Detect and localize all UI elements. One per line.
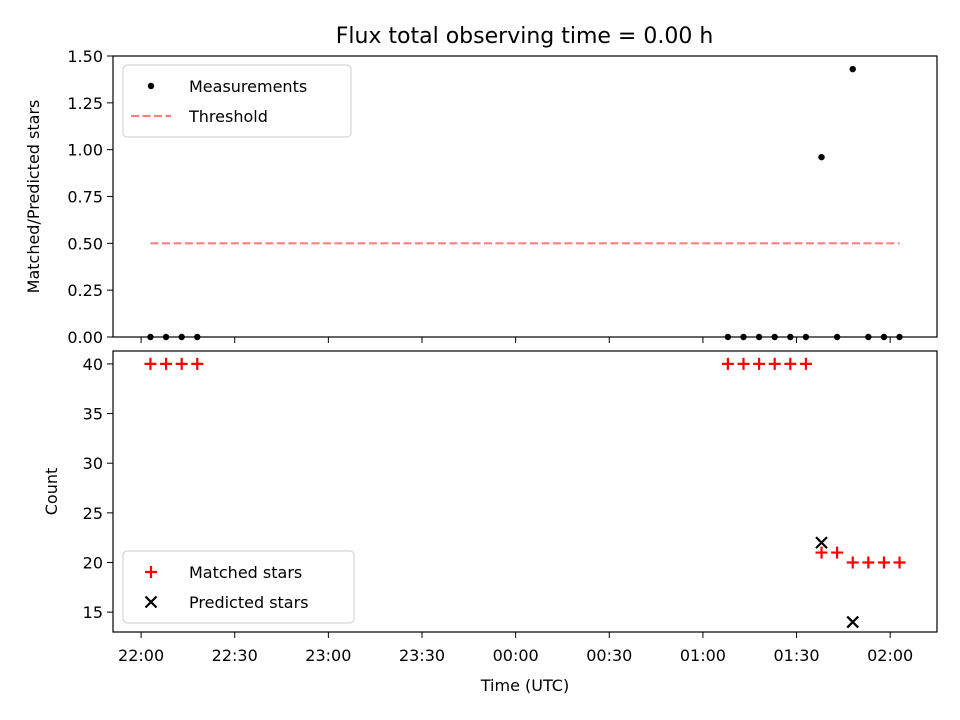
legend-label: Threshold — [188, 107, 268, 126]
y-tick-label: 1.00 — [67, 141, 103, 160]
legend-label: Matched stars — [189, 563, 302, 582]
figure-title: Flux total observing time = 0.00 h — [336, 24, 714, 49]
y-tick-label: 0.25 — [67, 281, 103, 300]
counts-panel: 15 20 25 30 35 40 22:00 22:30 23:00 23:30 00:00 00:… — [42, 350, 938, 695]
y-tick-label: 1.50 — [67, 47, 103, 66]
legend: Measurements Threshold — [122, 64, 352, 138]
y-tick-label: 1.25 — [67, 94, 103, 113]
y-tick-label: 30 — [83, 454, 103, 473]
legend-predicted-swatch — [144, 595, 158, 609]
matched-stars-point — [799, 357, 812, 370]
matched-stars-point — [893, 556, 906, 569]
y-tick-label: 0.75 — [67, 188, 103, 207]
plot-frame — [112, 350, 938, 633]
legend: Matched stars Predicted stars — [122, 550, 355, 624]
matched-stars-point — [721, 357, 734, 370]
predicted-stars-point — [846, 615, 860, 629]
x-axis-label: Time (UTC) — [480, 676, 569, 695]
matched-stars-point — [191, 357, 204, 370]
matched-stars-point — [768, 357, 781, 370]
matched-stars-point — [831, 546, 844, 559]
y-tick-label: 20 — [83, 553, 103, 572]
legend-box — [122, 550, 355, 624]
matched-stars-point — [753, 357, 766, 370]
legend-matched-swatch — [145, 566, 157, 578]
x-tick-label: 01:30 — [773, 646, 819, 665]
measurement-point — [849, 65, 856, 73]
matched-stars-point — [862, 556, 875, 569]
matched-stars-point — [144, 357, 157, 370]
plot-frame — [112, 55, 938, 338]
x-tick-label: 00:30 — [586, 646, 632, 665]
measurements-panel: 0.00 0.25 0.50 0.75 1.00 1.25 1.50 Matched/Pred… — [24, 47, 938, 347]
x-tick-label: 23:30 — [399, 646, 445, 665]
y-axis-label: Matched/Predicted stars — [24, 100, 43, 294]
matched-stars-point — [175, 357, 188, 370]
x-tick-label: 02:00 — [867, 646, 913, 665]
y-tick-label: 25 — [83, 504, 103, 523]
x-tick-label: 01:00 — [680, 646, 726, 665]
x-tick-label: 22:00 — [118, 646, 164, 665]
legend-label: Predicted stars — [189, 593, 309, 612]
matched-stars-point — [815, 546, 828, 559]
matched-stars-point — [784, 357, 797, 370]
predicted-stars-point — [815, 536, 828, 549]
series-predicted-stars — [815, 536, 860, 629]
x-tick-label: 23:00 — [305, 646, 351, 665]
y-axis-label: Count — [42, 468, 61, 516]
legend-measurements-swatch — [147, 82, 155, 90]
x-tick-label: 00:00 — [493, 646, 539, 665]
legend-box — [122, 64, 352, 138]
matched-stars-point — [737, 357, 750, 370]
matched-stars-point — [160, 357, 173, 370]
matched-stars-point — [846, 556, 859, 569]
series-matched-stars — [144, 357, 906, 569]
y-tick-label: 0.00 — [67, 328, 103, 347]
y-tick-label: 15 — [83, 603, 103, 622]
matched-stars-point — [877, 556, 890, 569]
y-tick-label: 0.50 — [67, 234, 103, 253]
x-tick-label: 22:30 — [212, 646, 258, 665]
y-tick-label: 40 — [83, 355, 103, 374]
y-tick-label: 35 — [83, 405, 103, 424]
legend-label: Measurements — [189, 77, 307, 96]
measurement-point — [818, 153, 825, 161]
